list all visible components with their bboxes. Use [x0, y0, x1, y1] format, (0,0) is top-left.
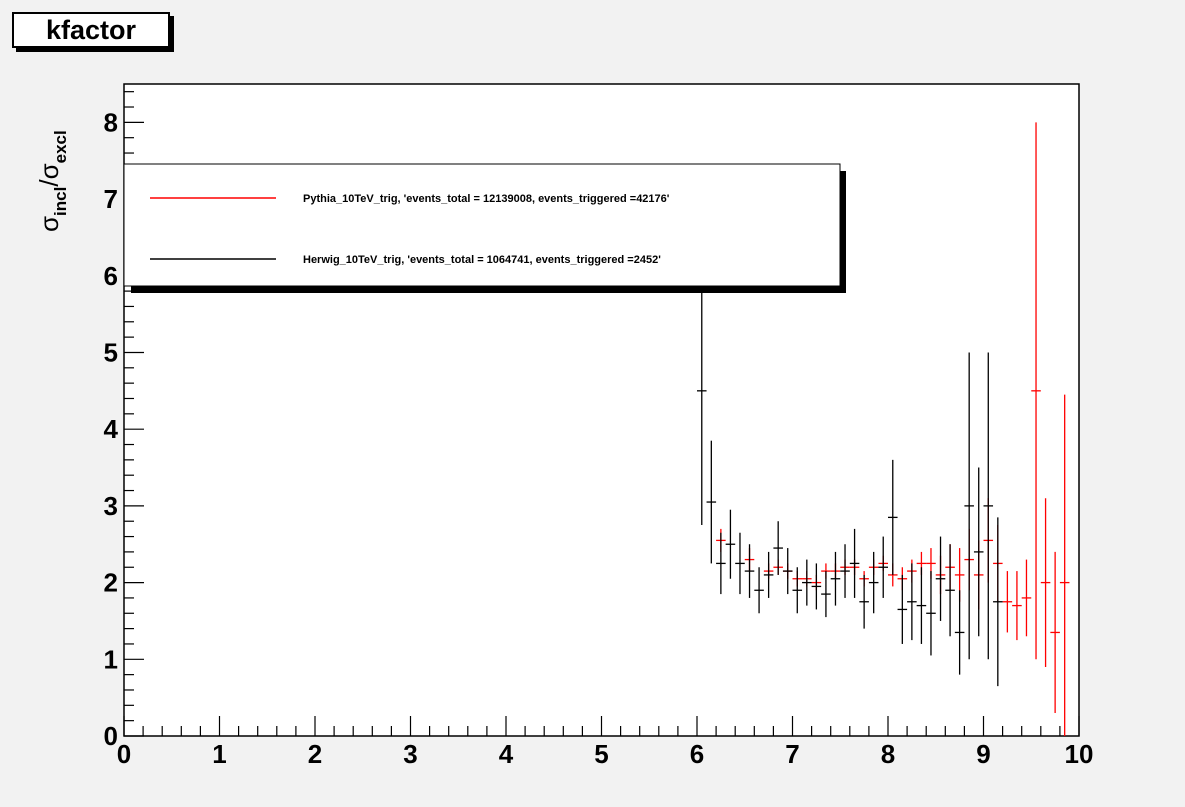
legend: Pythia_10TeV_trig, 'events_total = 12139…: [123, 163, 846, 293]
data-point: [792, 567, 803, 614]
data-point: [744, 544, 755, 598]
data-point: [1021, 559, 1032, 637]
x-tick-label: 6: [690, 739, 704, 769]
data-point: [716, 532, 726, 595]
y-axis-label-num-sub: incl: [51, 187, 70, 216]
data-point: [840, 544, 850, 598]
y-axis-label-symbol: σ: [34, 216, 64, 232]
y-tick-label: 6: [104, 261, 118, 291]
x-tick-label: 0: [117, 739, 131, 769]
x-tick-label: 4: [499, 739, 514, 769]
data-point: [811, 563, 822, 610]
data-point: [859, 574, 869, 629]
x-tick-label: 2: [308, 739, 322, 769]
y-tick-label: 4: [104, 414, 119, 444]
y-tick-label: 5: [104, 337, 118, 367]
data-point: [888, 459, 898, 575]
x-tick-label: 9: [976, 739, 990, 769]
data-point: [964, 352, 974, 660]
y-tick-label: 3: [104, 491, 118, 521]
x-tick-label: 7: [785, 739, 799, 769]
y-tick-label: 2: [104, 568, 118, 598]
data-series-layer: [697, 122, 1070, 736]
data-point: [1012, 571, 1022, 641]
data-point: [926, 571, 936, 656]
data-point: [706, 440, 717, 564]
data-point: [916, 567, 927, 644]
x-tick-label: 3: [403, 739, 417, 769]
data-point: [1031, 122, 1041, 660]
y-tick-label: 8: [104, 107, 118, 137]
axis-tick-labels: 0 1 2 3 4 5 6 7 8 9 10 0 1 2 3 4 5 6 7 8: [104, 107, 1094, 769]
y-tick-label: 7: [104, 184, 118, 214]
data-point: [830, 551, 841, 606]
data-point: [993, 517, 1003, 687]
y-tick-label: 0: [104, 721, 118, 751]
data-point: [973, 467, 984, 637]
data-point: [763, 551, 774, 598]
x-tick-label: 1: [212, 739, 226, 769]
data-point: [1040, 498, 1051, 667]
data-point: [754, 567, 764, 614]
data-point: [1002, 571, 1013, 633]
data-point: [1050, 551, 1060, 713]
data-point: [945, 544, 955, 637]
x-tick-label: 5: [594, 739, 608, 769]
data-point: [1059, 394, 1070, 736]
x-tick-label: 10: [1065, 739, 1094, 769]
y-axis-label: σincl/σexcl: [34, 130, 70, 232]
plot-title: kfactor: [12, 12, 170, 48]
x-tick-label: 8: [881, 739, 895, 769]
data-point: [725, 509, 736, 579]
y-tick-label: 1: [104, 644, 118, 674]
data-point: [897, 574, 908, 644]
legend-label-herwig: Herwig_10TeV_trig, 'events_total = 10647…: [303, 254, 661, 266]
data-point: [907, 563, 917, 641]
data-point: [735, 532, 745, 595]
legend-label-pythia: Pythia_10TeV_trig, 'events_total = 12139…: [303, 193, 670, 205]
data-point: [802, 559, 812, 606]
axis-ticks: [123, 91, 1080, 737]
data-point: [849, 528, 860, 598]
y-axis-label-den-sub: excl: [51, 130, 70, 163]
data-point: [782, 548, 793, 595]
series-herwig: [697, 256, 1003, 687]
data-point: [935, 536, 946, 621]
data-point: [697, 256, 707, 526]
svg-text:σincl/σexcl: σincl/σexcl: [34, 130, 70, 232]
data-point: [983, 352, 994, 660]
data-point: [954, 590, 965, 675]
y-axis-label-symbol-2: σ: [34, 163, 64, 179]
data-point: [868, 551, 879, 614]
data-point: [773, 521, 783, 575]
data-point: [878, 536, 888, 598]
data-point: [821, 571, 831, 618]
